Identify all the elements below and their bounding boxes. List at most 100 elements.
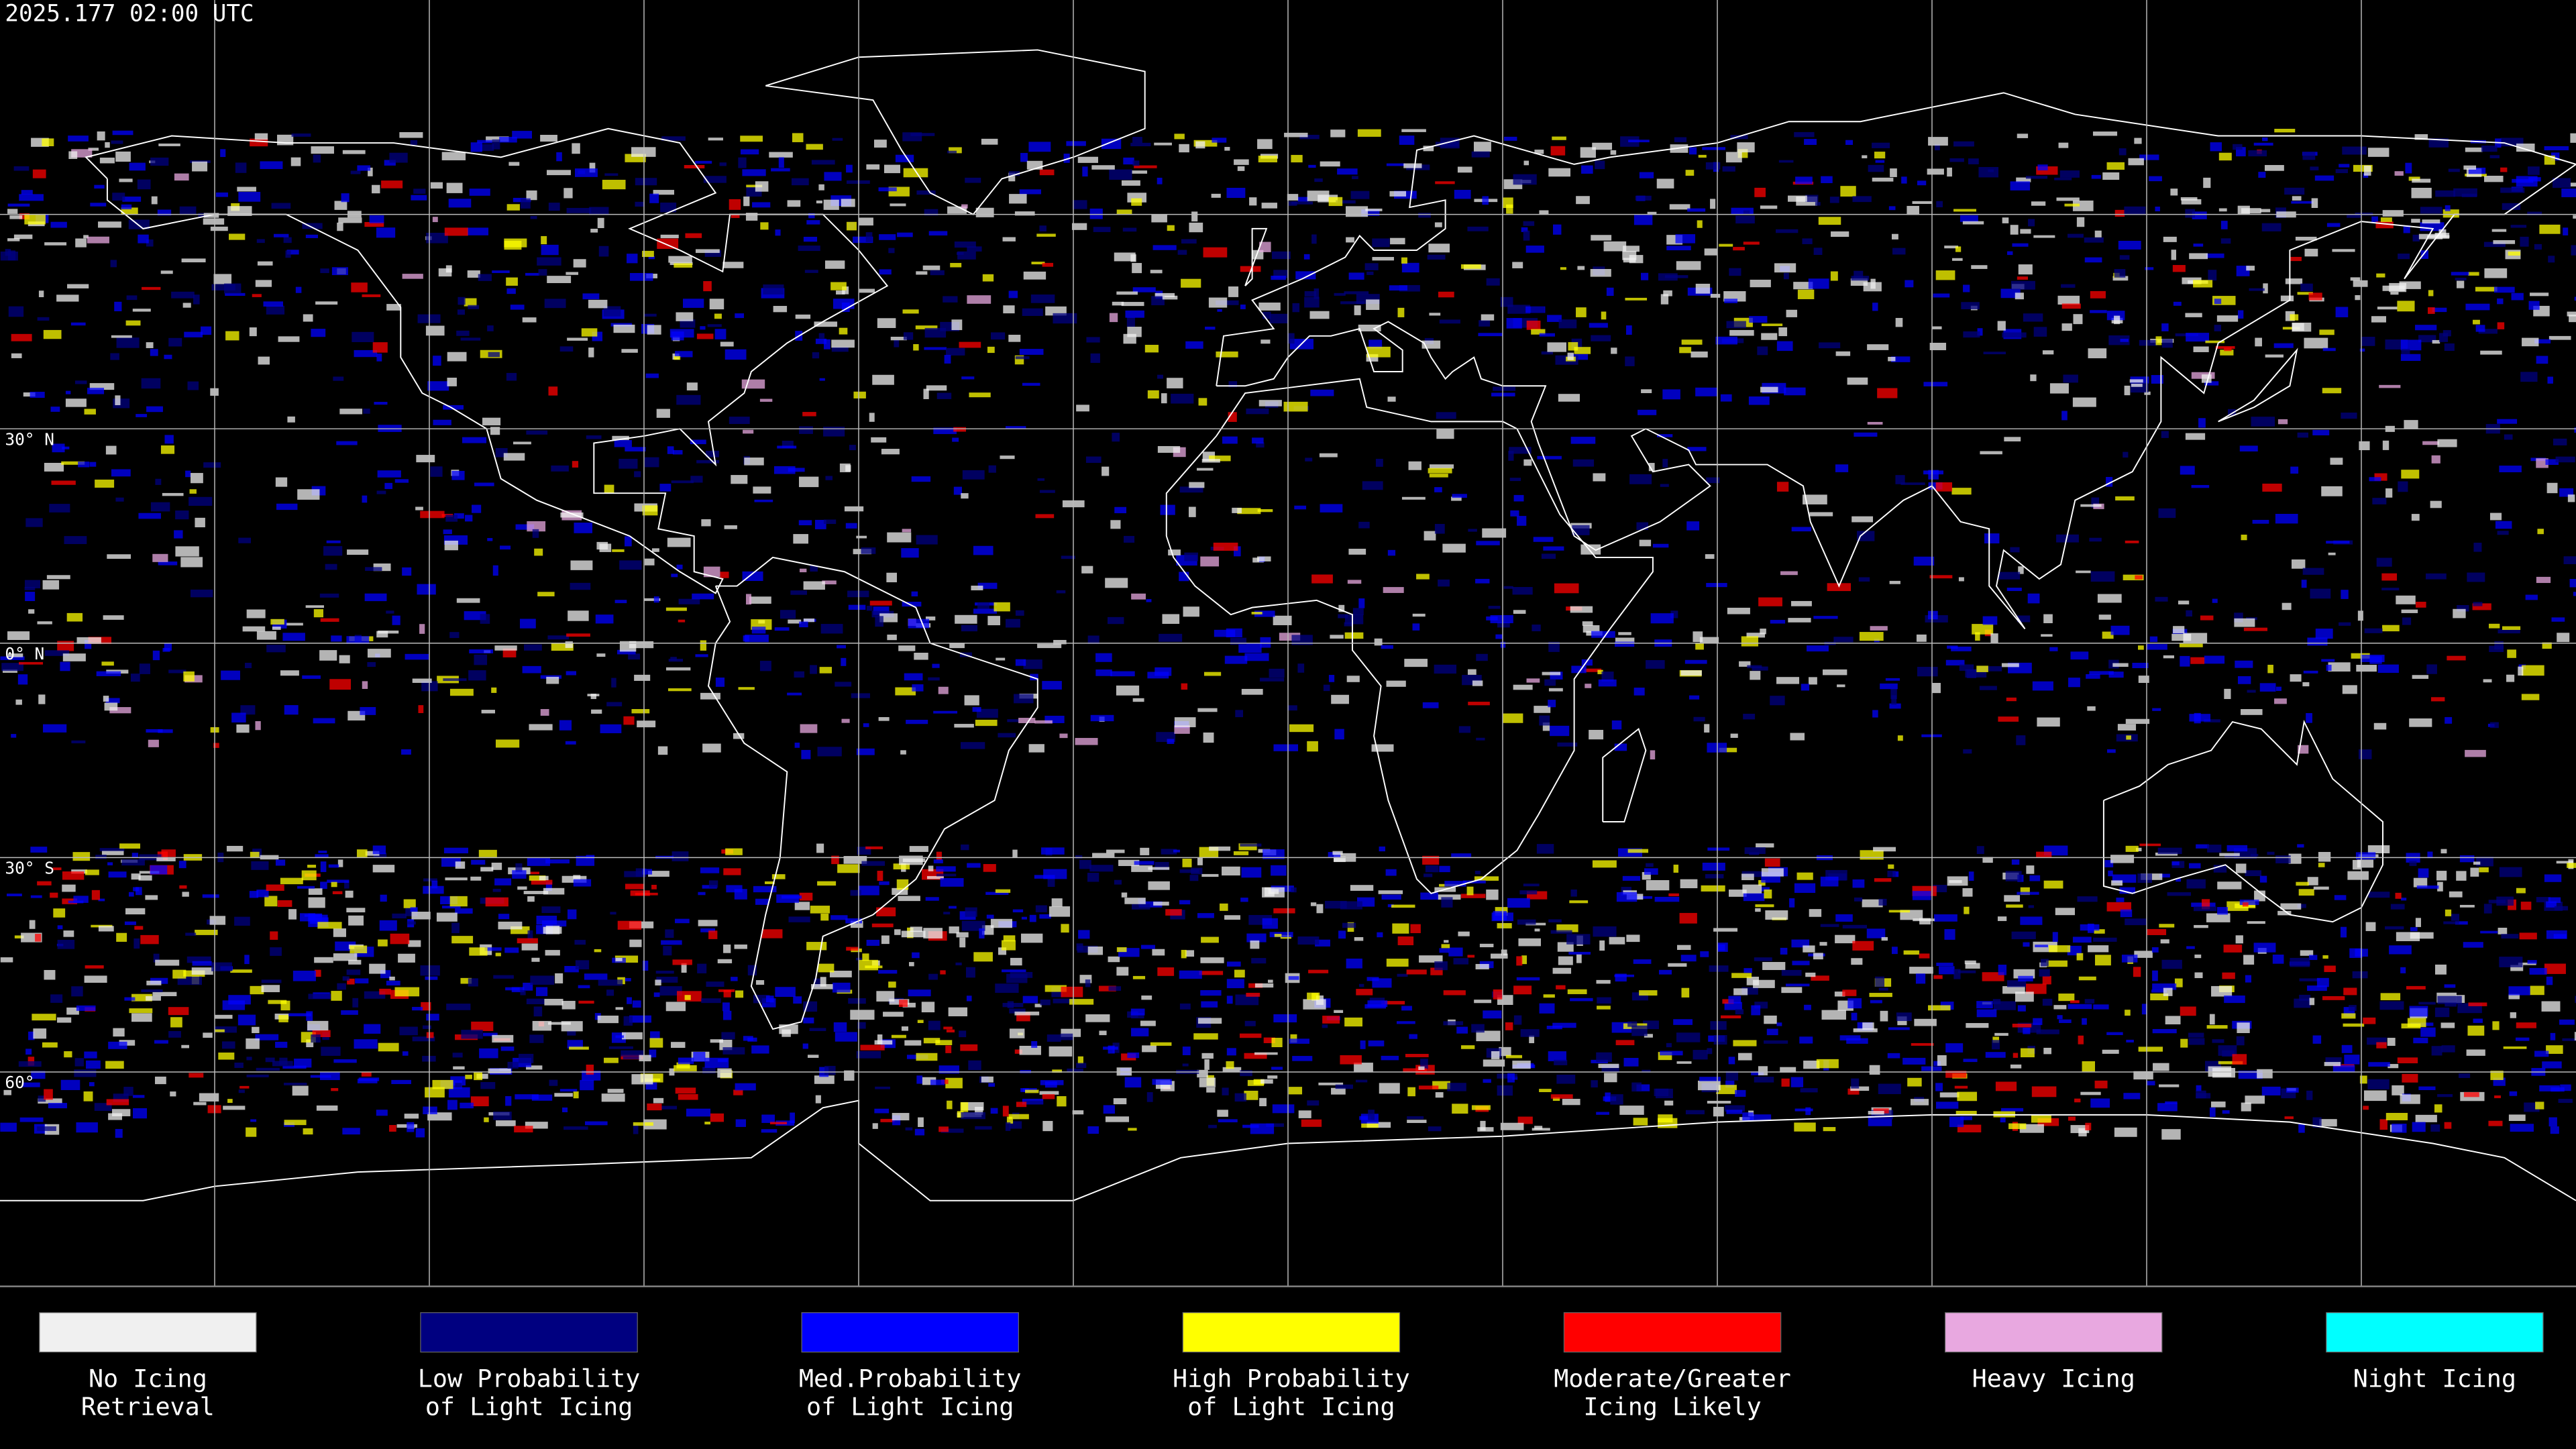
icing-patch [2125, 718, 2150, 724]
icing-patch [1081, 566, 1093, 574]
icing-patch [347, 549, 369, 555]
icing-patch [2413, 1037, 2428, 1044]
icing-patch [1441, 944, 1450, 949]
icing-patch [2438, 333, 2449, 342]
icing-patch [1085, 979, 1091, 987]
icing-patch [2284, 187, 2305, 195]
icing-patch [1298, 1110, 1311, 1118]
legend-label: No Icing [89, 1364, 207, 1393]
icing-patch [2428, 290, 2434, 297]
icing-patch [2475, 286, 2498, 292]
icing-patch [280, 1000, 290, 1011]
icing-patch [928, 973, 938, 980]
icing-patch [1371, 744, 1394, 752]
icing-patch [256, 1067, 280, 1071]
icing-patch [115, 151, 131, 162]
icing-patch [2468, 167, 2486, 174]
icing-patch [1850, 1086, 1870, 1091]
icing-patch [493, 1112, 512, 1120]
legend-swatch [1563, 1312, 1782, 1353]
icing-patch [1311, 234, 1317, 244]
icing-patch [859, 288, 875, 293]
icing-patch [808, 213, 815, 219]
icing-patch [961, 844, 969, 851]
icing-patch [1928, 137, 1948, 146]
icing-patch [258, 356, 270, 365]
icing-patch [2297, 292, 2313, 295]
icing-patch [1719, 747, 1737, 753]
icing-patch [112, 130, 133, 136]
icing-patch [1888, 1027, 1910, 1030]
icing-patch [703, 281, 712, 292]
icing-patch [1019, 349, 1044, 355]
icing-patch [78, 462, 90, 468]
icing-patch [1931, 326, 1942, 329]
icing-patch [399, 131, 423, 138]
icing-patch [1226, 996, 1233, 1004]
icing-patch [1116, 967, 1129, 976]
icing-patch [879, 269, 892, 275]
icing-patch [1008, 290, 1018, 299]
icing-patch [2318, 863, 2325, 867]
icing-patch [538, 269, 547, 276]
icing-patch [1103, 1046, 1118, 1050]
icing-patch [1193, 140, 1218, 147]
icing-patch [1722, 999, 1734, 1004]
icing-patch [423, 878, 437, 881]
icing-patch [2573, 215, 2576, 219]
icing-patch [1217, 309, 1222, 312]
icing-patch [704, 250, 722, 257]
icing-patch [1439, 319, 1460, 324]
icing-patch [684, 164, 705, 169]
icing-patch [606, 989, 614, 996]
icing-patch [1222, 866, 1240, 876]
icing-patch [161, 849, 176, 857]
icing-patch [2219, 853, 2240, 857]
icing-patch [1352, 176, 1358, 180]
icing-patch [504, 947, 519, 953]
icing-patch [2573, 592, 2576, 596]
icing-patch [2548, 335, 2571, 340]
icing-patch [131, 853, 139, 859]
icing-patch [2415, 918, 2421, 927]
icing-patch [2483, 241, 2506, 248]
icing-patch [374, 402, 388, 405]
icing-patch [2341, 413, 2357, 419]
icing-patch [2224, 688, 2231, 700]
icing-patch [2318, 851, 2331, 862]
icing-patch [352, 998, 359, 1008]
icing-patch [1082, 166, 1088, 177]
icing-patch [228, 995, 251, 1005]
icing-patch [668, 659, 684, 662]
icing-patch [2110, 625, 2130, 635]
icing-patch [237, 1014, 256, 1026]
icing-patch [2106, 311, 2125, 321]
icing-patch [909, 846, 928, 852]
icing-patch [1697, 1080, 1721, 1091]
icing-patch [564, 965, 579, 973]
icing-patch [2218, 1045, 2237, 1056]
icing-patch [1174, 717, 1196, 728]
icing-patch [2018, 566, 2024, 574]
icing-patch [2265, 354, 2284, 358]
icing-patch [354, 1039, 378, 1049]
icing-patch [104, 702, 118, 711]
icing-patch [57, 925, 63, 930]
icing-patch [357, 1079, 378, 1083]
icing-patch [1313, 288, 1320, 299]
icing-patch [1835, 351, 1851, 356]
icing-patch [2332, 1065, 2355, 1073]
icing-patch [306, 1039, 314, 1048]
icing-patch [991, 332, 1006, 340]
icing-patch [64, 1051, 72, 1058]
icing-patch [483, 1032, 498, 1036]
icing-patch [2085, 1122, 2092, 1130]
icing-patch [1240, 843, 1262, 847]
icing-patch [623, 1057, 642, 1059]
icing-patch [617, 649, 636, 655]
icing-patch [565, 741, 576, 745]
icing-patch [1350, 191, 1370, 199]
icing-patch [1063, 154, 1070, 163]
icing-patch [220, 149, 226, 158]
icing-patch [2057, 1015, 2063, 1020]
